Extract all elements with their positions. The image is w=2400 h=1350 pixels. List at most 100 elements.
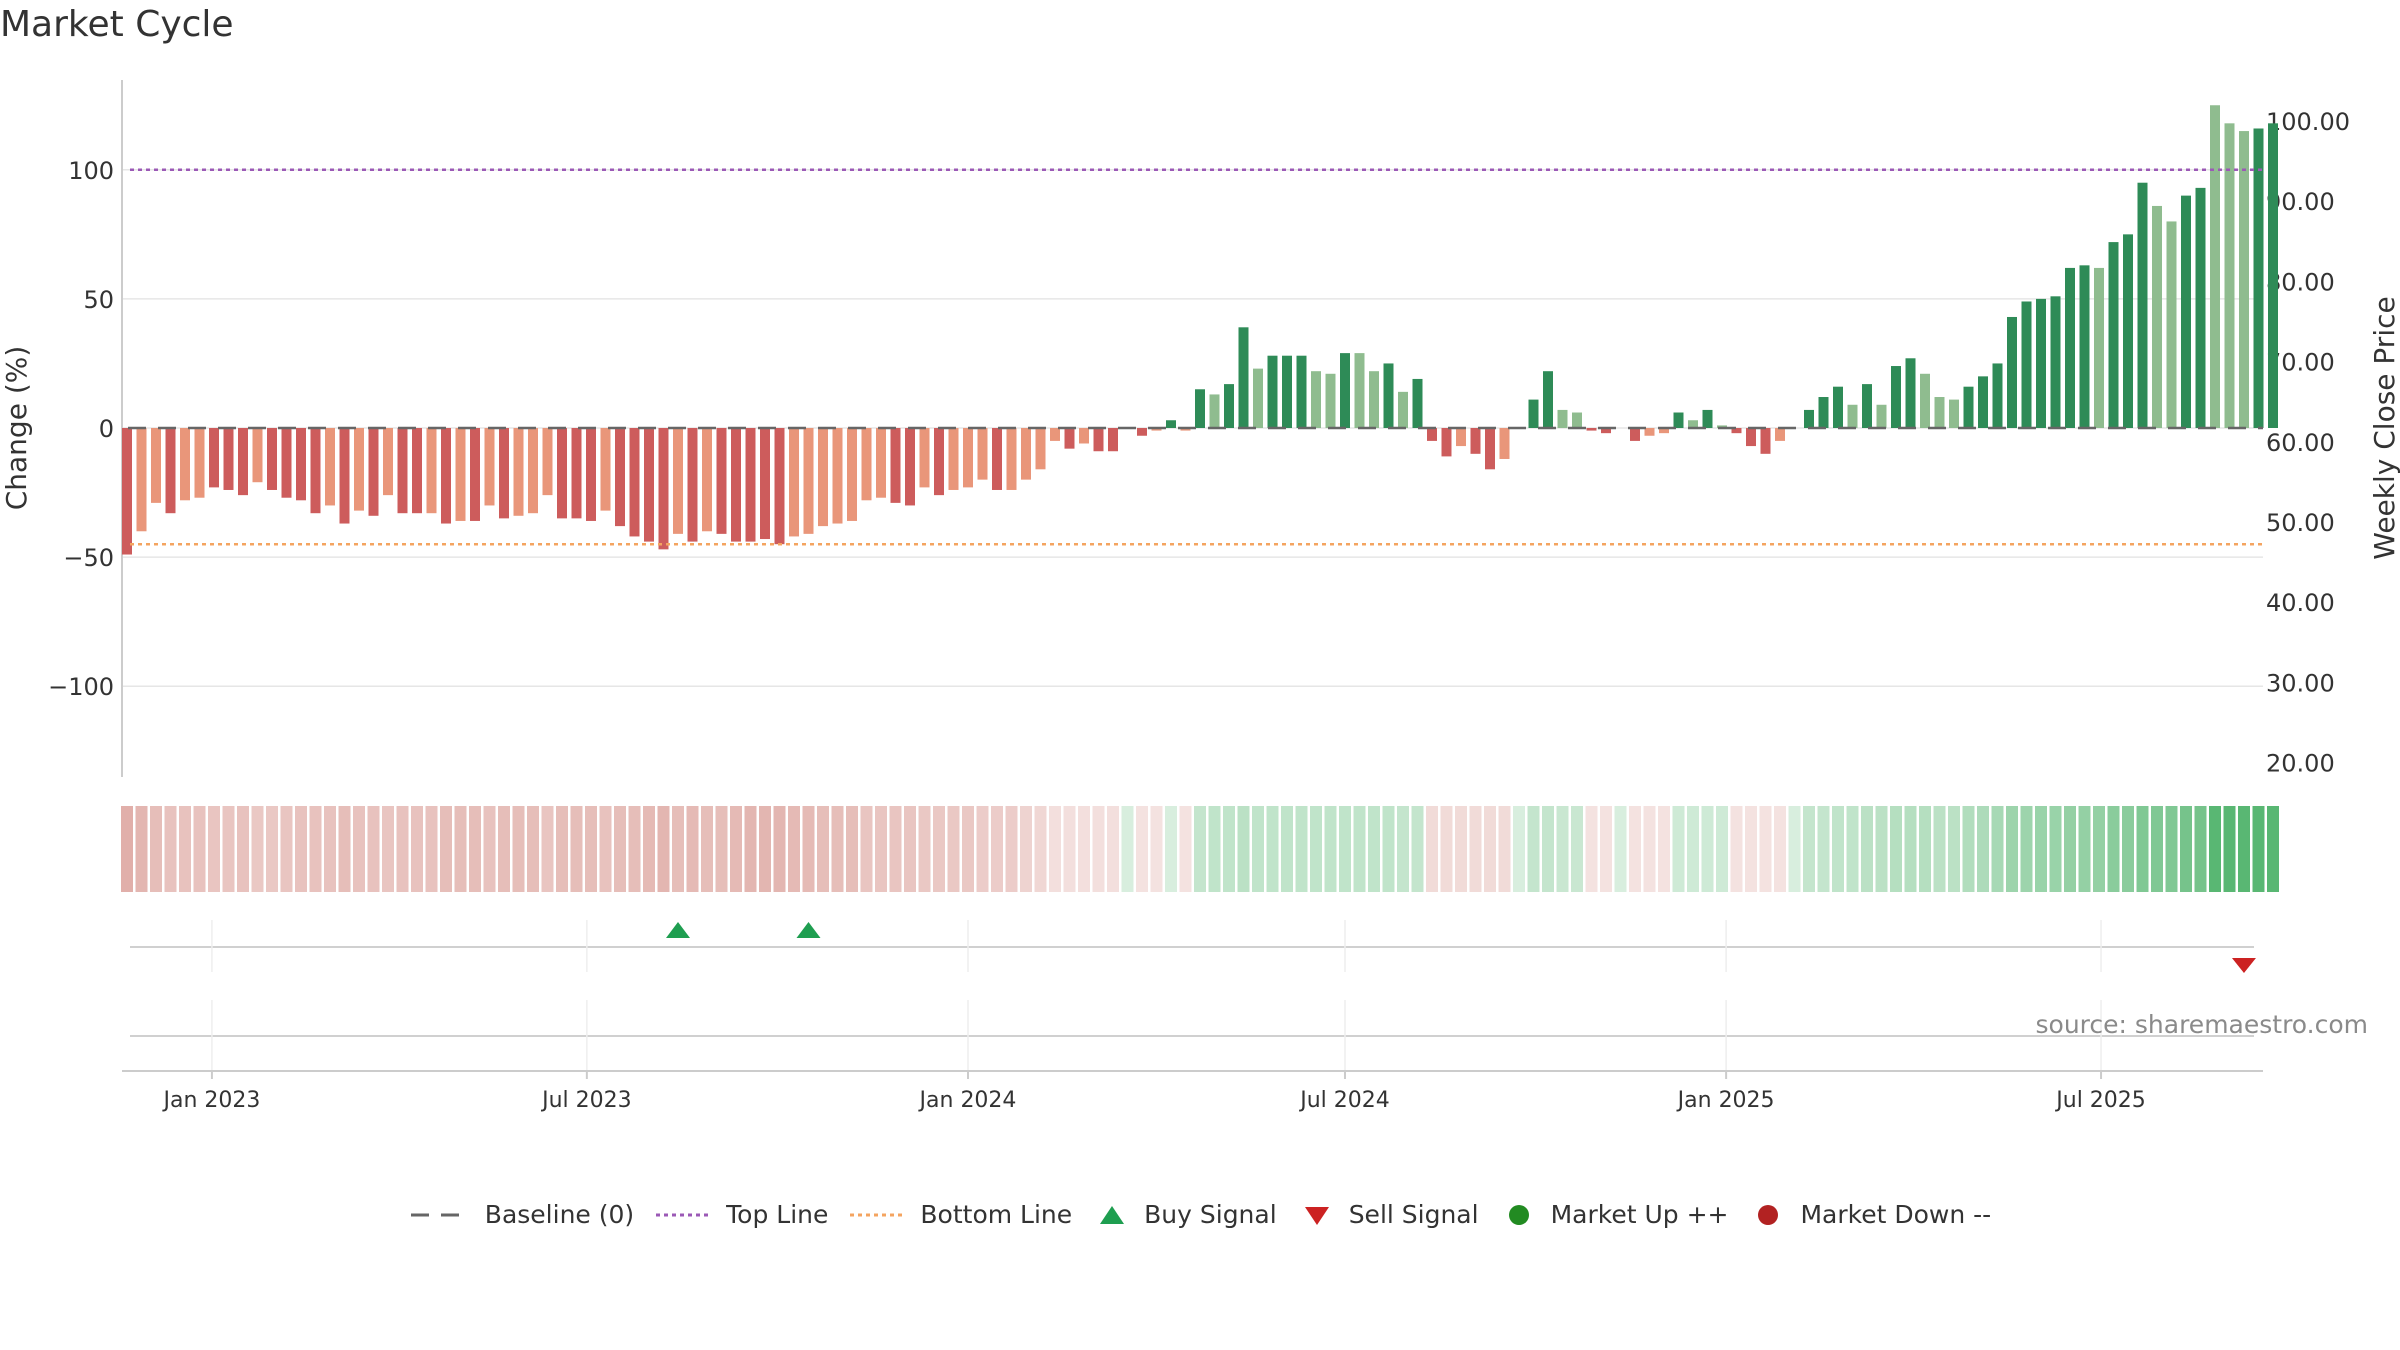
heatmap-cell xyxy=(947,806,960,892)
change-bar xyxy=(818,428,828,527)
signal-panels xyxy=(130,920,2256,1070)
heatmap-cell xyxy=(1310,806,1322,892)
heatmap-cell xyxy=(179,806,191,892)
heatmap-cell xyxy=(2180,806,2192,892)
change-bar xyxy=(905,428,915,506)
change-bar xyxy=(803,428,814,534)
change-bar xyxy=(513,428,524,516)
change-bar xyxy=(1485,428,1495,470)
heatmap-cell xyxy=(918,806,931,892)
change-bar xyxy=(2152,205,2162,428)
x-tick-label: Jan 2024 xyxy=(918,1088,1017,1113)
legend-sell-signal: Sell Signal xyxy=(1297,1200,1479,1229)
heatmap-cell xyxy=(686,806,699,892)
heatmap-cell xyxy=(309,806,322,892)
axes: 100500−50−100100.0090.0080.0070.0060.005… xyxy=(48,80,2350,778)
heatmap-cell xyxy=(2122,806,2134,892)
change-bar xyxy=(151,428,161,503)
heatmap-cell xyxy=(2165,806,2178,892)
baseline-swatch-icon xyxy=(410,1213,471,1216)
heatmap-cell xyxy=(2136,806,2149,892)
legend-market-down: Market Down -- xyxy=(1748,1200,1991,1229)
change-bar xyxy=(658,428,669,550)
change-bars xyxy=(122,105,2278,555)
heatmap-cell xyxy=(1136,806,1148,892)
heatmap-cell xyxy=(483,806,496,892)
heatmap-cell xyxy=(1411,806,1424,892)
heatmap-cell xyxy=(1150,806,1163,892)
change-bar xyxy=(383,428,393,496)
change-bar xyxy=(861,428,872,501)
change-bar xyxy=(2123,234,2133,428)
heatmap-cell xyxy=(1571,806,1583,892)
change-bar xyxy=(1659,428,1669,434)
change-bar xyxy=(1209,394,1220,428)
heatmap-cell xyxy=(527,806,539,892)
change-bar xyxy=(441,428,451,524)
heatmap-cell xyxy=(1861,806,1873,892)
change-bar xyxy=(499,428,509,519)
heatmap-cell xyxy=(2238,806,2250,892)
change-bar xyxy=(557,428,567,519)
change-bar xyxy=(339,428,350,524)
heatmap-cell xyxy=(1658,806,1670,892)
x-tick-label: Jul 2023 xyxy=(540,1088,632,1113)
heatmap-cell xyxy=(1875,806,1888,892)
heatmap-cell xyxy=(1382,806,1395,892)
heatmap-cell xyxy=(1353,806,1366,892)
heatmap-cell xyxy=(1948,806,1960,892)
heatmap-cell xyxy=(2267,806,2279,892)
change-bar xyxy=(1427,428,1437,441)
change-bar xyxy=(1775,428,1785,441)
change-bar xyxy=(1021,428,1031,480)
heatmap-cell xyxy=(2209,806,2221,892)
heatmap-cell xyxy=(1629,806,1641,892)
change-bar xyxy=(136,428,147,532)
heatmap-cell xyxy=(280,806,293,892)
change-bar xyxy=(2065,267,2075,428)
change-bar xyxy=(1282,355,1292,428)
change-bar xyxy=(832,428,843,524)
heatmap-cell xyxy=(628,806,641,892)
y-tick-label: −100 xyxy=(48,673,114,701)
change-bar xyxy=(1601,428,1611,434)
heatmap-cell xyxy=(1469,806,1482,892)
change-bar xyxy=(252,428,263,483)
heatmap-cell xyxy=(1078,806,1090,892)
change-bar xyxy=(1499,428,1510,459)
change-bar xyxy=(1050,428,1060,441)
heatmap-cell xyxy=(614,806,626,892)
heatmap-cell xyxy=(1556,806,1569,892)
change-bar xyxy=(890,428,901,503)
heatmap-cell xyxy=(411,806,423,892)
change-bar xyxy=(615,428,625,527)
change-bar xyxy=(354,428,364,511)
change-bar xyxy=(325,428,335,506)
change-bar xyxy=(992,428,1002,490)
change-bar xyxy=(1456,428,1466,447)
legend-buy-signal: Buy Signal xyxy=(1092,1200,1277,1229)
change-bar xyxy=(1673,412,1684,428)
change-bar xyxy=(368,428,379,516)
change-bar xyxy=(1108,428,1118,452)
change-bar xyxy=(1630,428,1640,441)
change-bar xyxy=(165,428,176,514)
chart-title: Market Cycle xyxy=(0,4,234,45)
heatmap-cell xyxy=(1933,806,1946,892)
heatmap-cell xyxy=(1426,806,1438,892)
heatmap-cell xyxy=(875,806,887,892)
heatmap-cell xyxy=(237,806,249,892)
heatmap-cell xyxy=(643,806,655,892)
heatmap-cell xyxy=(701,806,713,892)
heatmap-cell xyxy=(657,806,670,892)
change-bar xyxy=(1818,397,1829,428)
heatmap-cell xyxy=(715,806,728,892)
heatmap-cell xyxy=(2035,806,2047,892)
heatmap-cell xyxy=(1339,806,1351,892)
change-bar xyxy=(2210,105,2220,428)
heatmap-cell xyxy=(1759,806,1772,892)
heatmap-cell xyxy=(1455,806,1467,892)
change-bar xyxy=(1296,355,1307,428)
legend-top-line: Top Line xyxy=(654,1200,828,1229)
change-bar xyxy=(948,428,959,490)
